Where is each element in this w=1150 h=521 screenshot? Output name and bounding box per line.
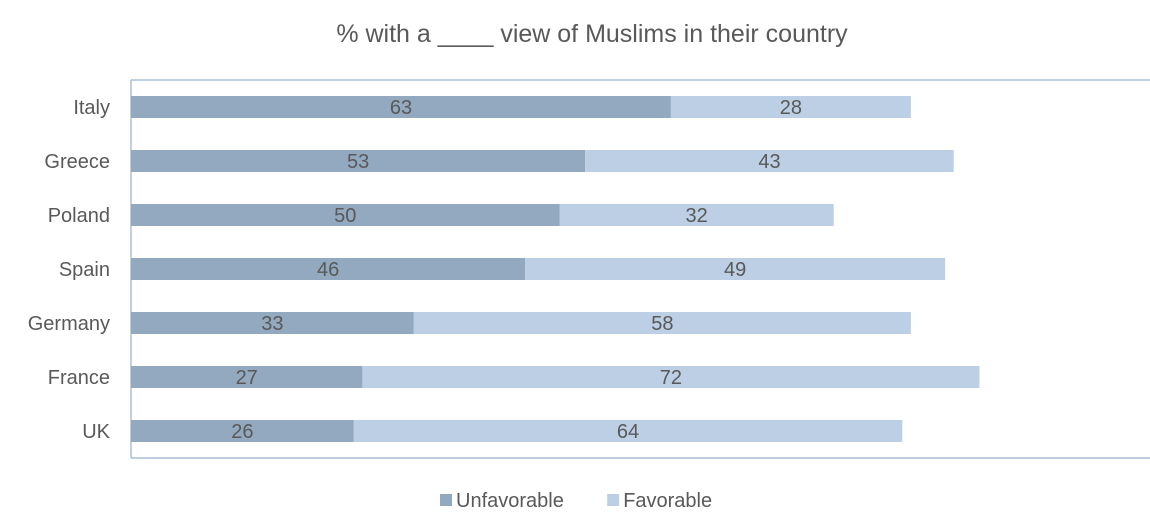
data-label: 72	[660, 367, 682, 389]
category-label: Germany	[28, 313, 110, 335]
bar-unfavorable	[131, 258, 526, 280]
data-label: 46	[317, 259, 339, 281]
data-label: 33	[261, 313, 283, 335]
chart-title: % with a ____ view of Muslims in their c…	[336, 20, 848, 48]
bar-unfavorable	[131, 150, 586, 172]
data-label: 50	[334, 205, 356, 227]
bar-favorable	[413, 312, 911, 334]
category-label: Spain	[59, 259, 110, 281]
plot-area: Italy 63 28 Greece 53 43 Poland 50 32 Spain 46 49 Ge…	[28, 79, 1150, 459]
data-label: 49	[724, 259, 746, 281]
category-label: France	[48, 367, 110, 389]
data-label: 28	[780, 97, 802, 119]
legend-label-unfavorable: Unfavorable	[456, 490, 564, 512]
data-label: 43	[758, 151, 780, 173]
bar-unfavorable	[131, 96, 671, 118]
data-label: 32	[685, 205, 707, 227]
data-label: 53	[347, 151, 369, 173]
bar-unfavorable	[131, 204, 560, 226]
bar-favorable	[525, 258, 946, 280]
data-label: 64	[617, 421, 639, 443]
bar-unfavorable	[131, 420, 354, 442]
legend-swatch-unfavorable	[440, 494, 452, 506]
bar-favorable	[585, 150, 954, 172]
data-label: 58	[651, 313, 673, 335]
category-label: Italy	[73, 97, 110, 119]
bar-favorable	[559, 204, 834, 226]
bar-unfavorable	[131, 366, 363, 388]
bar-favorable	[670, 96, 911, 118]
category-label: UK	[82, 421, 110, 443]
bar-unfavorable	[131, 312, 414, 334]
legend-label-favorable: Favorable	[623, 490, 712, 512]
data-label: 27	[236, 367, 258, 389]
bar-favorable	[353, 420, 903, 442]
legend: Unfavorable Favorable	[440, 490, 712, 512]
bar-favorable	[362, 366, 980, 388]
data-label: 26	[231, 421, 253, 443]
category-label: Poland	[48, 205, 110, 227]
data-label: 63	[390, 97, 412, 119]
legend-swatch-favorable	[607, 494, 620, 506]
category-label: Greece	[44, 151, 110, 173]
